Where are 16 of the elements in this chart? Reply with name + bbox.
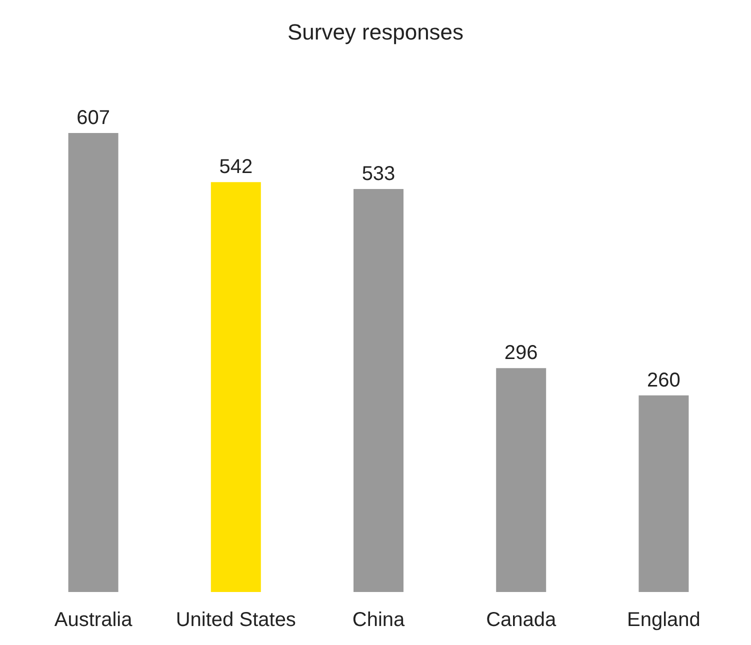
chart-title: Survey responses xyxy=(287,20,464,44)
x-tick-label: United States xyxy=(176,609,296,631)
x-tick-label: Australia xyxy=(54,609,134,631)
x-tick-label: Canada xyxy=(486,609,558,631)
bar xyxy=(496,368,546,592)
data-label: 533 xyxy=(362,162,396,185)
x-tick-label: England xyxy=(626,609,700,631)
data-label: 260 xyxy=(647,369,680,392)
data-label: 607 xyxy=(76,107,110,129)
x-tick-label: China xyxy=(352,609,406,631)
data-label: 542 xyxy=(219,156,253,178)
bar xyxy=(354,188,404,592)
bar xyxy=(210,182,261,592)
bar xyxy=(68,133,118,592)
data-label: 296 xyxy=(504,342,538,364)
bar xyxy=(638,395,689,592)
